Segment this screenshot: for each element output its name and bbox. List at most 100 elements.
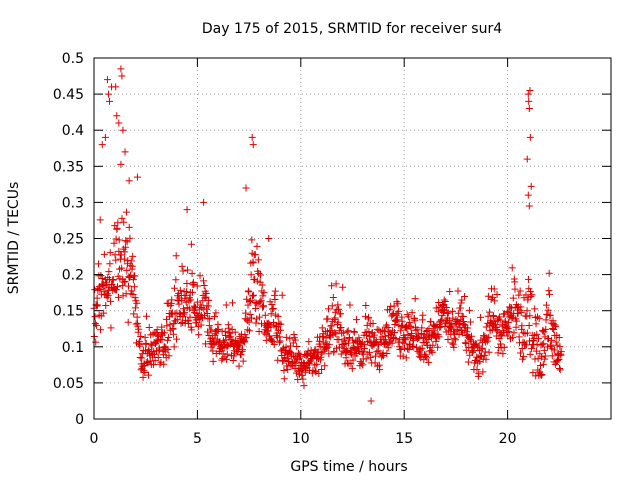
data-point	[449, 314, 457, 322]
data-point	[131, 304, 139, 312]
data-point	[394, 316, 402, 324]
y-tick-label: 0.1	[62, 340, 84, 356]
data-point	[490, 312, 498, 320]
data-point	[413, 343, 421, 351]
data-point	[379, 326, 387, 334]
data-point	[123, 238, 131, 246]
data-point	[280, 375, 288, 383]
data-point	[130, 310, 138, 318]
data-point	[434, 308, 442, 316]
data-point	[141, 333, 149, 341]
data-point	[318, 324, 326, 332]
data-point	[127, 271, 135, 279]
data-point	[126, 234, 134, 242]
data-point	[318, 365, 326, 373]
data-point	[389, 311, 397, 319]
data-point	[118, 72, 126, 80]
data-point	[246, 297, 254, 305]
data-point	[420, 356, 428, 364]
data-point	[508, 264, 516, 272]
data-point	[257, 297, 265, 305]
data-point	[156, 346, 164, 354]
data-point	[332, 280, 340, 288]
data-point	[184, 266, 192, 274]
x-tick-label: 15	[395, 431, 413, 447]
data-point	[358, 359, 366, 367]
data-point	[270, 341, 278, 349]
data-point	[411, 317, 419, 325]
data-point	[485, 308, 493, 316]
data-point	[253, 242, 261, 250]
data-point	[129, 276, 137, 284]
data-point	[390, 328, 398, 336]
data-point	[448, 307, 456, 315]
x-axis-label: GPS time / hours	[290, 459, 407, 475]
data-point	[383, 350, 391, 358]
data-point	[160, 329, 168, 337]
data-point	[229, 356, 237, 364]
data-point	[539, 360, 547, 368]
data-point	[439, 302, 447, 310]
data-point	[395, 307, 403, 315]
data-point	[121, 243, 129, 251]
data-point	[367, 353, 375, 361]
data-point	[205, 322, 213, 330]
tick-labels: 0 0.05 0.1 0.15 0.2 0.25 0.3 0.35 0.4 0.45 0.5 0 5 10…	[53, 51, 517, 447]
data-point	[386, 306, 394, 314]
data-point	[190, 281, 198, 289]
data-point	[497, 344, 505, 352]
data-point	[113, 224, 121, 232]
data-point	[495, 313, 503, 321]
data-point	[494, 349, 502, 357]
data-point	[119, 292, 127, 300]
data-point	[98, 141, 106, 149]
data-point	[454, 309, 462, 317]
data-point	[125, 223, 133, 231]
data-point	[390, 302, 398, 310]
data-point	[274, 312, 282, 320]
data-point	[249, 259, 257, 267]
data-point	[346, 301, 354, 309]
data-point	[128, 262, 136, 270]
data-point	[231, 328, 239, 336]
data-point	[332, 344, 340, 352]
data-point	[183, 280, 191, 288]
data-point	[246, 310, 254, 318]
data-point	[286, 335, 294, 343]
data-point	[145, 323, 153, 331]
data-point	[305, 338, 313, 346]
data-point	[268, 336, 276, 344]
data-point	[185, 297, 193, 305]
data-point	[328, 282, 336, 290]
data-point	[431, 329, 439, 337]
data-points	[90, 65, 565, 405]
data-point	[141, 369, 149, 377]
data-point	[244, 326, 252, 334]
data-point	[551, 321, 559, 329]
data-point	[364, 338, 372, 346]
data-point	[104, 90, 112, 98]
data-point	[122, 237, 130, 245]
data-point	[185, 305, 193, 313]
data-point	[316, 343, 324, 351]
data-point	[165, 334, 173, 342]
data-point	[142, 312, 150, 320]
data-point	[214, 326, 222, 334]
data-point	[411, 295, 419, 303]
data-point	[343, 328, 351, 336]
grid-lines	[94, 58, 611, 419]
data-point	[526, 312, 534, 320]
data-point	[243, 317, 251, 325]
data-point	[244, 301, 252, 309]
data-point	[193, 282, 201, 290]
data-point	[131, 272, 139, 280]
data-point	[173, 335, 181, 343]
data-point	[348, 365, 356, 373]
x-tick-label: 0	[90, 431, 99, 447]
data-point	[121, 148, 129, 156]
data-point	[252, 319, 260, 327]
data-point	[369, 320, 377, 328]
data-point	[113, 283, 121, 291]
data-point	[363, 321, 371, 329]
y-tick-label: 0.5	[62, 51, 84, 67]
